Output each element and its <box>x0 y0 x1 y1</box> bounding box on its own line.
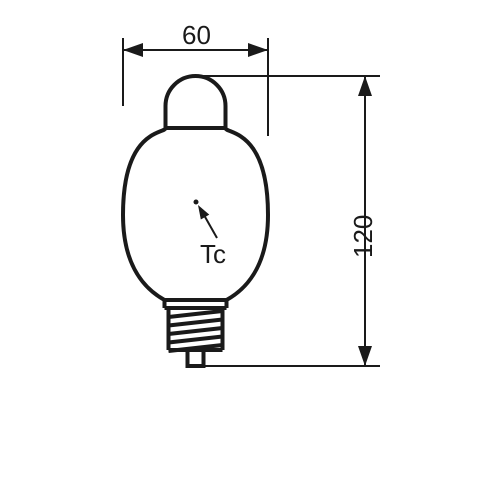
height-dim-label: 120 <box>348 215 378 258</box>
tc-point <box>194 200 199 205</box>
screw-thread <box>169 328 223 334</box>
screw-thread <box>169 311 223 317</box>
tc-label: Tc <box>200 239 226 269</box>
bulb-dimension-diagram: 60 120 Tc <box>0 0 500 500</box>
width-dim-label: 60 <box>182 20 211 50</box>
arrowhead <box>123 43 143 57</box>
arrowhead <box>358 346 372 366</box>
arrowhead <box>198 205 209 220</box>
screw-thread <box>169 337 223 343</box>
arrowhead <box>248 43 268 57</box>
arrowhead <box>358 76 372 96</box>
base-tip <box>188 350 204 366</box>
bulb-body-left <box>123 128 166 300</box>
screw-thread <box>169 320 223 326</box>
